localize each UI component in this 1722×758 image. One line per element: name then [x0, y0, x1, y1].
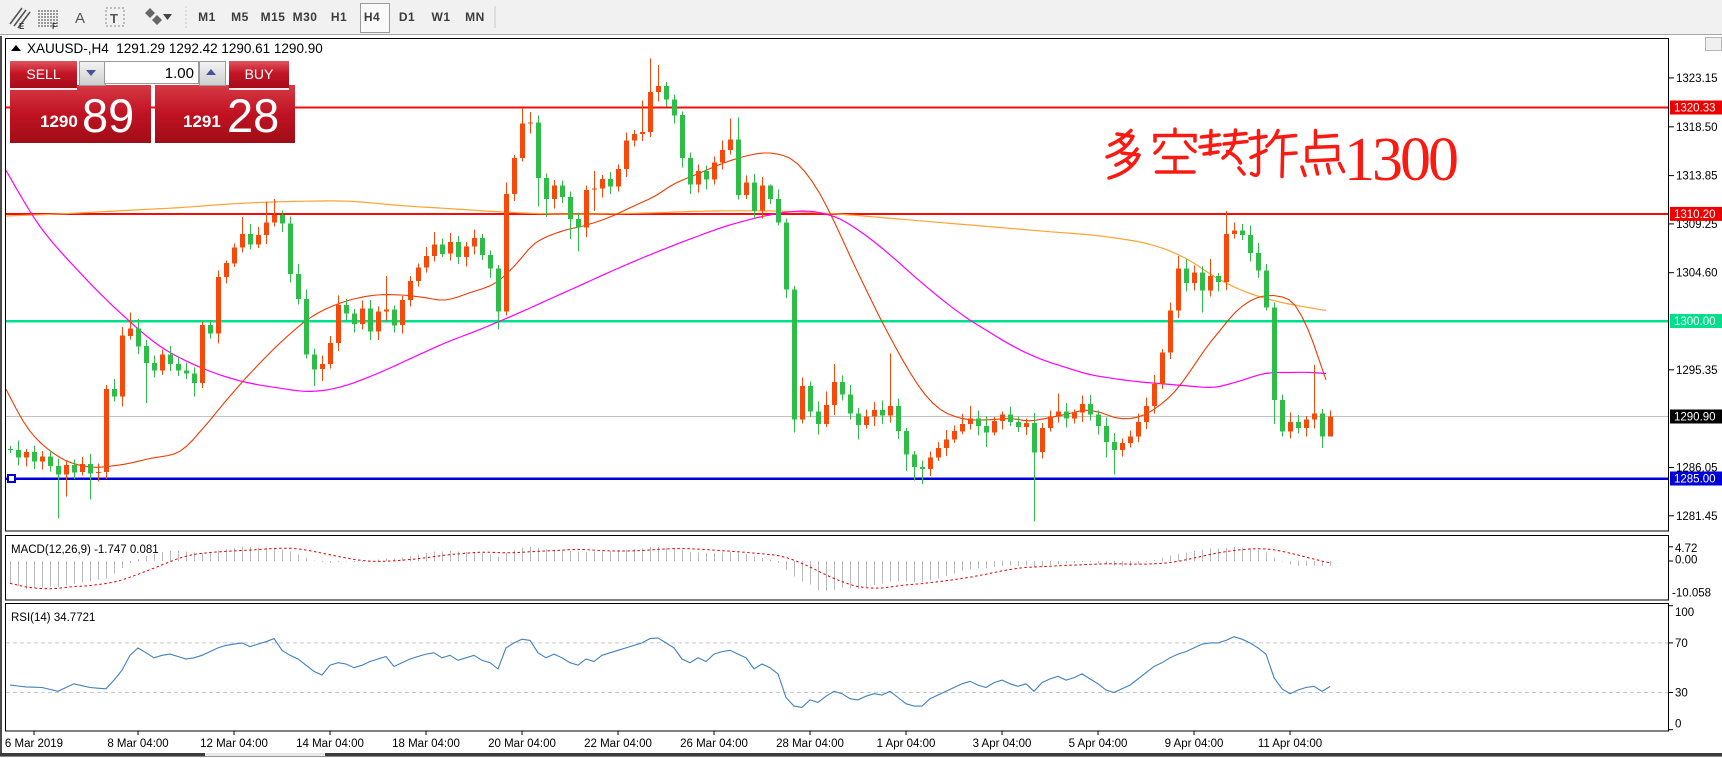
svg-text:26 Mar 04:00: 26 Mar 04:00: [680, 738, 748, 750]
svg-text:T: T: [110, 11, 118, 26]
svg-text:1285.00: 1285.00: [1674, 474, 1716, 486]
svg-text:MACD(12,26,9) -1.747 0.081: MACD(12,26,9) -1.747 0.081: [11, 544, 159, 556]
svg-text:RSI(14) 34.7721: RSI(14) 34.7721: [11, 612, 95, 624]
svg-text:1323.15: 1323.15: [1676, 73, 1718, 85]
svg-text:4.72: 4.72: [1675, 543, 1697, 555]
svg-text:1300.00: 1300.00: [1674, 316, 1716, 328]
svg-text:100: 100: [1675, 607, 1694, 619]
svg-text:3 Apr 04:00: 3 Apr 04:00: [973, 738, 1032, 750]
svg-text:5 Apr 04:00: 5 Apr 04:00: [1069, 738, 1128, 750]
svg-text:18 Mar 04:00: 18 Mar 04:00: [392, 738, 460, 750]
svg-text:F: F: [52, 22, 57, 31]
svg-text:0.00: 0.00: [1675, 554, 1697, 566]
svg-text:1295.35: 1295.35: [1676, 365, 1718, 377]
svg-text:12 Mar 04:00: 12 Mar 04:00: [200, 738, 268, 750]
svg-text:1300: 1300: [1344, 126, 1457, 194]
svg-text:1309.25: 1309.25: [1676, 219, 1718, 231]
svg-text:1318.50: 1318.50: [1676, 122, 1718, 134]
svg-text:A: A: [75, 10, 85, 27]
svg-text:-10.058: -10.058: [1672, 588, 1711, 600]
svg-text:70: 70: [1675, 638, 1688, 650]
svg-text:14 Mar 04:00: 14 Mar 04:00: [296, 738, 364, 750]
svg-text:6 Mar 2019: 6 Mar 2019: [5, 738, 63, 750]
svg-text:30: 30: [1675, 688, 1688, 700]
svg-text:1313.85: 1313.85: [1676, 171, 1718, 183]
svg-text:0: 0: [1675, 719, 1681, 731]
svg-text:E: E: [19, 22, 25, 31]
svg-text:1310.20: 1310.20: [1674, 209, 1716, 221]
svg-text:9 Apr 04:00: 9 Apr 04:00: [1165, 738, 1224, 750]
svg-text:1281.45: 1281.45: [1676, 511, 1718, 523]
svg-text:1290.90: 1290.90: [1674, 412, 1716, 424]
svg-text:11 Apr 04:00: 11 Apr 04:00: [1258, 738, 1322, 750]
svg-text:1320.33: 1320.33: [1674, 103, 1716, 115]
svg-text:20 Mar 04:00: 20 Mar 04:00: [488, 738, 556, 750]
svg-text:22 Mar 04:00: 22 Mar 04:00: [584, 738, 652, 750]
svg-text:XAUUSD-,H4 1291.29 1292.42 12: XAUUSD-,H4 1291.29 1292.42 1290.61 1290.…: [27, 41, 323, 56]
svg-text:28 Mar 04:00: 28 Mar 04:00: [776, 738, 844, 750]
svg-text:1304.60: 1304.60: [1676, 268, 1718, 280]
svg-text:8 Mar 04:00: 8 Mar 04:00: [107, 738, 168, 750]
svg-text:1 Apr 04:00: 1 Apr 04:00: [877, 738, 936, 750]
